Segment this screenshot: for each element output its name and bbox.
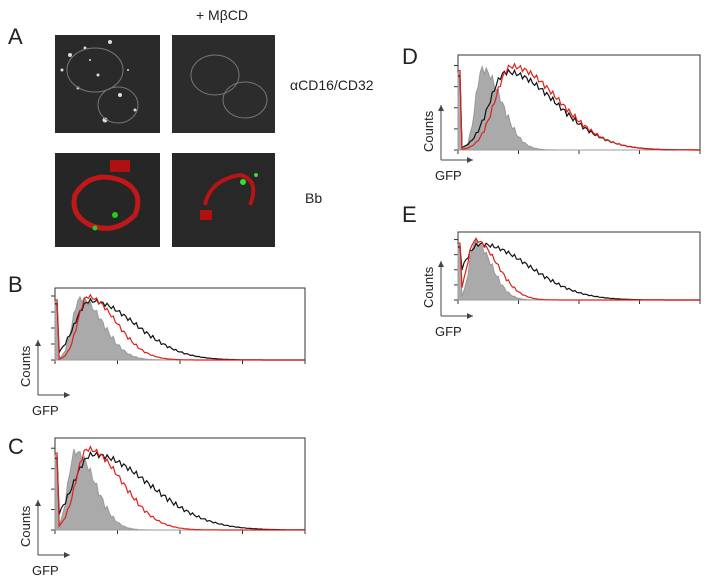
treated-curve — [458, 62, 700, 151]
histograms: B Counts GFP C Counts GFP D Counts GFP E Counts GFP — [8, 44, 701, 578]
x-axis-label: GFP — [32, 403, 59, 418]
control-curve — [55, 450, 305, 531]
x-axis-label: GFP — [435, 324, 462, 339]
y-axis-label: Counts — [421, 266, 436, 308]
panel-label: C — [8, 434, 24, 459]
isotype-fill — [457, 64, 700, 151]
panel-label: E — [402, 202, 417, 227]
x-axis-label: GFP — [435, 168, 462, 183]
treated-curve — [458, 237, 700, 301]
x-axis-label: GFP — [32, 563, 59, 578]
isotype-fill — [457, 237, 700, 301]
panel-label: A — [8, 24, 23, 49]
isotype-fill — [54, 448, 305, 531]
panel-label: B — [8, 272, 23, 297]
y-axis-label: Counts — [18, 345, 33, 387]
y-axis-label: Counts — [18, 505, 33, 547]
isotype-fill — [54, 295, 305, 361]
row-label: Bb — [305, 190, 322, 206]
treatment-label: + MβCD — [196, 7, 248, 23]
panel-label: D — [402, 44, 418, 69]
row-label: αCD16/CD32 — [290, 77, 374, 93]
treated-curve — [55, 293, 305, 361]
y-axis-label: Counts — [421, 110, 436, 152]
treated-curve — [55, 445, 305, 531]
micrographs — [55, 35, 275, 247]
